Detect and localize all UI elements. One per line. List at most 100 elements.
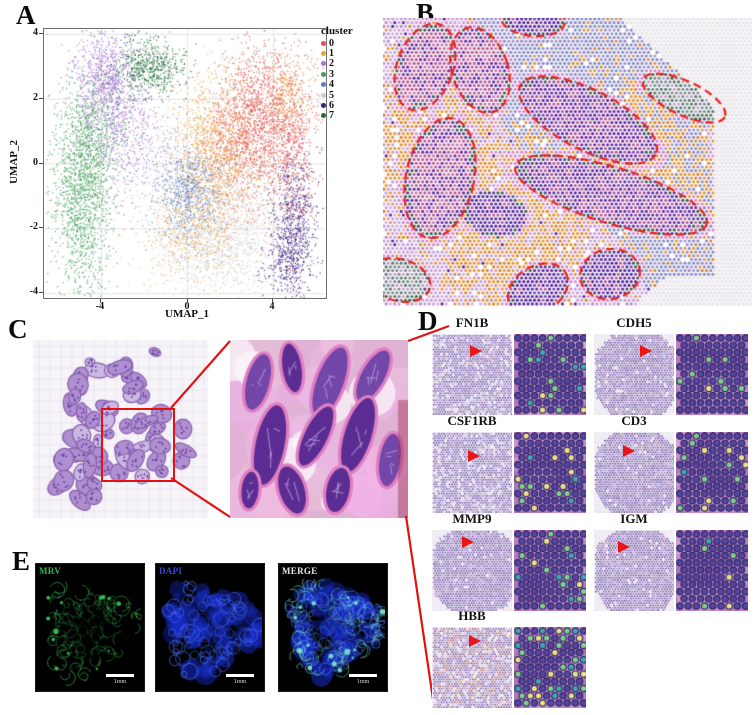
red-arrowhead-icon xyxy=(468,449,480,462)
gene-label: CDH5 xyxy=(616,315,652,330)
channel-label: MERGE xyxy=(282,566,318,576)
gene-overview-image xyxy=(594,432,674,513)
y-tick: 4 xyxy=(33,27,38,38)
legend-item-label: 3 xyxy=(329,68,334,80)
if-image-merge: MERGE 1mm xyxy=(278,563,388,692)
gene-overview-image xyxy=(594,334,674,415)
gene-spots-canvas xyxy=(676,432,748,513)
gene-overview-image xyxy=(594,530,674,611)
panel-c-label: C xyxy=(8,314,28,344)
he-zoom-canvas xyxy=(230,340,408,518)
legend-item-label: 0 xyxy=(329,37,334,49)
if-image-dapi: DAPI 1mm xyxy=(155,563,265,692)
red-arrowhead-icon xyxy=(640,344,653,357)
gene-spots-canvas xyxy=(514,432,586,513)
legend-dot-icon xyxy=(321,40,326,46)
legend-dot-icon xyxy=(321,92,326,98)
gene-panel-hbb: HBB xyxy=(432,608,588,708)
x-tick: 4 xyxy=(269,301,275,312)
scale-bar-label: 1mm xyxy=(113,679,127,685)
legend-item: 6 xyxy=(321,100,361,112)
scale-bar xyxy=(106,674,134,677)
panel-a-label: A xyxy=(16,0,36,30)
channel-label: DAPI xyxy=(159,566,183,576)
gene-overview-image xyxy=(432,432,512,513)
scale-bar-label: 1mm xyxy=(233,679,247,685)
if-image-mrv: MRV 1mm xyxy=(35,563,145,692)
red-arrowhead-icon xyxy=(470,345,483,358)
spatial-map-canvas xyxy=(383,18,752,306)
fluorescence-canvas xyxy=(279,564,385,689)
channel-label: MRV xyxy=(39,566,62,576)
legend-item: 3 xyxy=(321,68,361,80)
gene-spots-image xyxy=(676,432,748,513)
x-tick: -4 xyxy=(95,301,105,312)
scale-bar-label: 1mm xyxy=(356,679,370,685)
legend-title: cluster xyxy=(321,25,353,37)
umap-scatter-canvas xyxy=(44,29,326,298)
gene-spots-image xyxy=(514,432,586,513)
gene-label: MMP9 xyxy=(452,511,492,526)
y-axis-title: UMAP_2 xyxy=(8,140,20,184)
umap-plot xyxy=(43,28,327,299)
red-arrowhead-icon xyxy=(618,541,630,554)
gene-label: IGM xyxy=(620,511,648,526)
legend-dot-icon xyxy=(321,71,326,77)
gene-panel-cdh5: CDH5 xyxy=(594,315,750,415)
gene-label: HBB xyxy=(458,608,486,623)
red-arrowhead-icon xyxy=(622,444,635,457)
panel-e-label: E xyxy=(12,546,31,576)
gene-overview-canvas xyxy=(432,432,512,513)
cluster-legend: cluster 0 1 2 3 4 5 6 7 xyxy=(321,25,361,121)
legend-item-label: 1 xyxy=(329,48,334,60)
red-arrowhead-icon xyxy=(462,536,475,549)
gene-spots-image xyxy=(514,530,586,611)
gene-panel-mmp9: MMP9 xyxy=(432,511,588,611)
legend-item-label: 6 xyxy=(329,100,334,112)
y-tick: 0 xyxy=(33,157,38,168)
gene-overview-image xyxy=(432,530,512,611)
gene-spots-canvas xyxy=(514,530,586,611)
legend-item: 4 xyxy=(321,79,361,91)
gene-label: CD3 xyxy=(621,413,647,428)
legend-item: 0 xyxy=(321,37,361,49)
legend-item-label: 4 xyxy=(329,79,334,91)
legend-item-label: 5 xyxy=(329,89,334,101)
fluorescence-canvas xyxy=(36,564,142,689)
scale-bar xyxy=(226,674,254,677)
red-arrowhead-icon xyxy=(468,635,481,648)
legend-item-label: 2 xyxy=(329,58,334,70)
gene-label: FN1B xyxy=(455,315,489,330)
gene-label: CSF1RB xyxy=(447,413,497,428)
fluorescence-canvas xyxy=(156,564,262,689)
gene-panel-cd3: CD3 xyxy=(594,413,750,513)
gene-overview-image xyxy=(432,334,512,415)
gene-spots-image xyxy=(514,627,586,708)
gene-panel-fn1b: FN1B xyxy=(432,315,588,415)
y-tick: -2 xyxy=(29,221,38,232)
gene-overview-canvas xyxy=(594,334,674,415)
gene-overview-canvas xyxy=(594,530,674,611)
x-tick: 0 xyxy=(184,301,190,312)
legend-dot-icon xyxy=(321,103,326,109)
roi-box xyxy=(101,408,175,482)
gene-spots-image xyxy=(676,334,748,415)
legend-item: 2 xyxy=(321,58,361,70)
gene-spots-image xyxy=(514,334,586,415)
gene-panel-igm: IGM xyxy=(594,511,750,611)
legend-dot-icon xyxy=(321,51,326,57)
gene-spots-canvas xyxy=(676,530,748,611)
scale-bar xyxy=(349,674,377,677)
gene-spots-canvas xyxy=(514,627,586,708)
gene-spots-canvas xyxy=(514,334,586,415)
legend-dot-icon xyxy=(321,82,326,88)
x-axis-title: UMAP_1 xyxy=(165,308,209,320)
gene-overview-image xyxy=(432,627,512,708)
gene-spots-canvas xyxy=(676,334,748,415)
y-tick: 2 xyxy=(33,92,38,103)
gene-panel-csf1rb: CSF1RB xyxy=(432,413,588,513)
gene-spots-image xyxy=(676,530,748,611)
legend-dot-icon xyxy=(321,113,326,119)
legend-dot-icon xyxy=(321,61,326,67)
